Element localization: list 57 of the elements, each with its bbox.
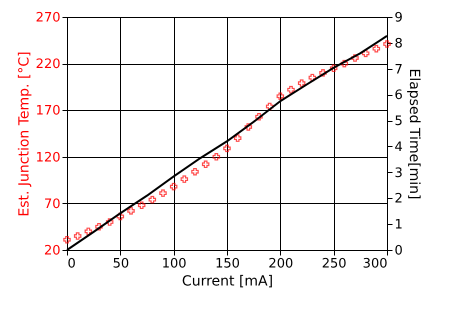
point	[63, 236, 71, 244]
y-tick-label: 270	[36, 10, 60, 26]
point	[74, 232, 82, 240]
point	[106, 218, 114, 226]
point	[95, 222, 103, 230]
point	[212, 153, 220, 161]
x-tick-label: 0	[68, 256, 76, 272]
y-tick-label: 70	[44, 196, 60, 212]
point	[191, 168, 199, 176]
y-tick-label: 120	[36, 150, 60, 166]
x-tick-label: 50	[112, 256, 130, 272]
x-axis-title: Current [mA]	[182, 274, 274, 290]
point	[362, 50, 370, 58]
y2-tick-label: 4	[394, 140, 403, 155]
point	[84, 228, 92, 236]
x-tick-label: 300	[362, 256, 388, 272]
x-tick-label: 200	[268, 256, 294, 272]
point	[340, 60, 348, 68]
point	[287, 86, 295, 94]
y2-tick-label: 6	[394, 88, 403, 104]
point	[170, 182, 178, 190]
point	[276, 92, 284, 100]
y2-tick-label: 3	[394, 166, 403, 181]
y2-tick-label: 9	[394, 10, 403, 26]
point	[308, 74, 316, 82]
y2-tick-label: 2	[394, 192, 403, 207]
point	[266, 102, 274, 110]
point	[330, 64, 338, 72]
y2-tick-label: 1	[394, 218, 403, 233]
y-tick-label: 20	[44, 244, 60, 258]
y2-tick-label: 5	[394, 114, 403, 130]
y2-axis-title: Elapsed Time[min]	[406, 68, 422, 200]
y-tick-label: 220	[36, 57, 60, 72]
point	[255, 112, 263, 120]
point	[383, 40, 391, 48]
y2-tick-label: 8	[394, 36, 403, 52]
y-tick-label: 170	[36, 104, 60, 119]
point	[138, 202, 146, 210]
point	[372, 44, 380, 52]
y-axis-title: Est. Junction Temp. [°C]	[16, 51, 33, 217]
y2-tick-label: 7	[394, 62, 403, 78]
point	[223, 144, 231, 152]
point	[180, 175, 188, 183]
point	[244, 123, 252, 131]
point	[351, 54, 359, 62]
point	[234, 134, 242, 142]
point	[159, 189, 167, 197]
point	[202, 160, 210, 168]
x-tick-label: 150	[215, 256, 240, 272]
point	[319, 69, 327, 77]
point	[127, 207, 135, 215]
point	[148, 196, 156, 204]
point	[116, 212, 124, 220]
x-tick-label: 100	[162, 256, 187, 272]
point	[298, 79, 306, 87]
x-tick-label: 250	[322, 256, 347, 272]
y2-tick-label: 0	[394, 244, 403, 258]
